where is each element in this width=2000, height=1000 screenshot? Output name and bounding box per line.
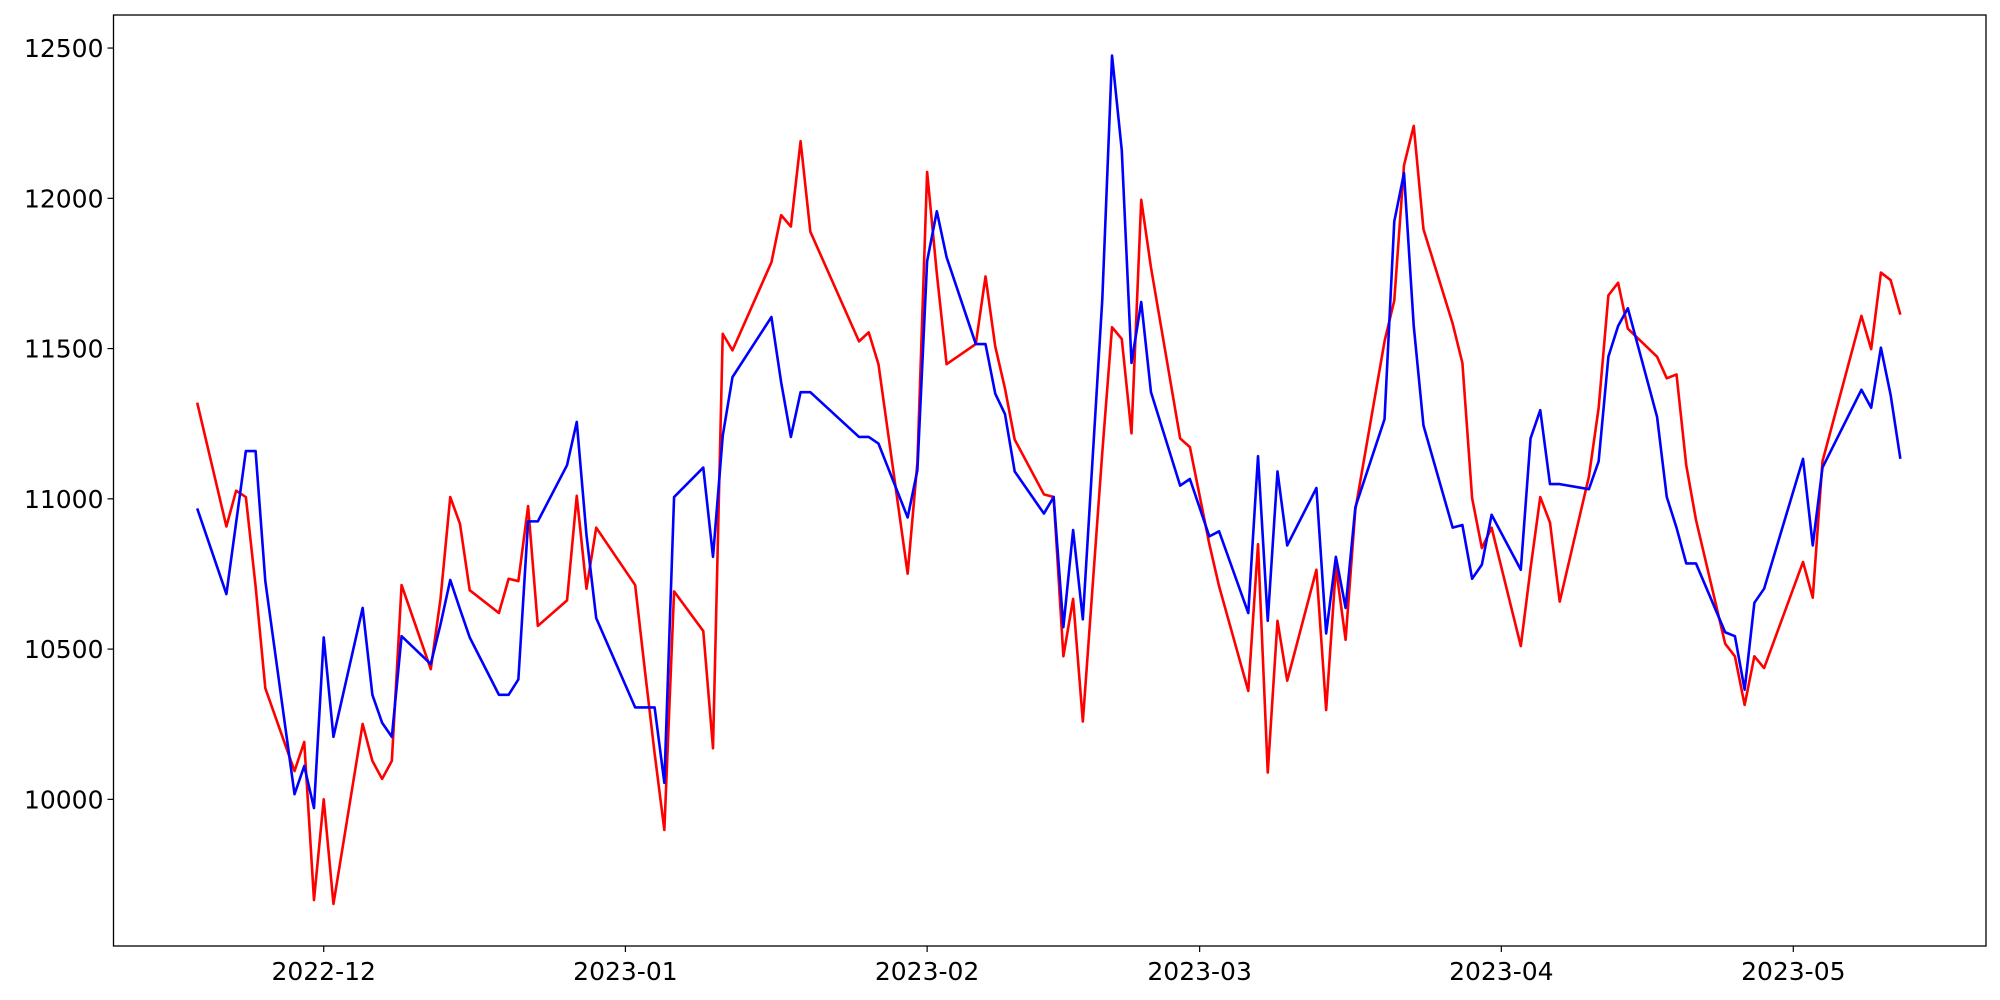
plot-frame [112, 14, 1987, 947]
x-tick-label: 2023-01 [573, 957, 677, 986]
x-tick-label: 2023-05 [1741, 957, 1845, 986]
data-line [195, 124, 1902, 906]
x-tick-label: 2023-04 [1449, 957, 1553, 986]
y-tick-label: 11000 [24, 485, 104, 514]
x-tick-label: 2023-02 [875, 957, 979, 986]
x-tick-label: 2022-12 [271, 957, 375, 986]
y-tick-label: 12000 [24, 184, 104, 213]
y-tick-label: 12500 [24, 34, 104, 63]
data-line [195, 54, 1902, 810]
y-tick-label: 11500 [24, 335, 104, 364]
x-tick-label: 2023-03 [1147, 957, 1251, 986]
y-tick-label: 10500 [24, 635, 104, 664]
y-tick-label: 10000 [24, 785, 104, 814]
